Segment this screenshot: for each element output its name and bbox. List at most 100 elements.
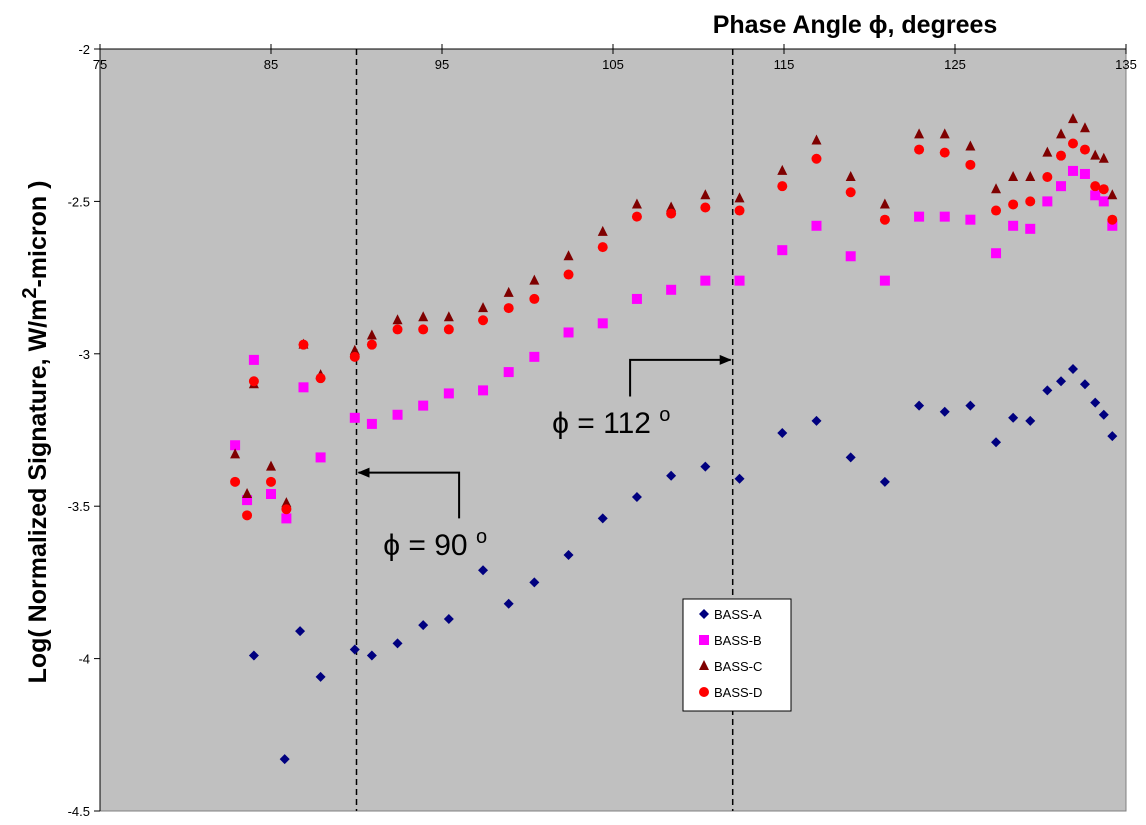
data-point: [295, 626, 306, 637]
x-tick-label: 85: [264, 57, 278, 72]
data-point: [366, 650, 377, 661]
data-point: [503, 367, 514, 378]
legend-marker: [699, 609, 709, 619]
data-point: [529, 351, 540, 362]
data-point: [248, 354, 259, 365]
data-point: [366, 339, 377, 350]
data-point: [991, 437, 1002, 448]
data-point: [230, 448, 241, 459]
data-point: [965, 214, 976, 225]
data-point: [266, 460, 276, 471]
annotation-arrow: [357, 467, 461, 519]
data-point: [991, 183, 1002, 194]
legend-item: BASS-C: [699, 659, 762, 674]
legend-label: BASS-B: [714, 633, 762, 648]
data-point: [811, 134, 822, 145]
annotation-label: ϕ = 112 o: [552, 404, 670, 440]
data-point: [811, 153, 822, 164]
data-point: [478, 315, 489, 326]
data-point: [700, 189, 711, 200]
data-point: [1107, 431, 1118, 442]
data-point: [845, 251, 856, 262]
data-point: [939, 147, 950, 158]
data-point: [478, 385, 489, 396]
data-point: [1067, 364, 1078, 375]
data-point: [366, 418, 377, 429]
data-point: [366, 329, 377, 340]
data-point: [631, 492, 642, 503]
data-point: [392, 324, 403, 335]
data-point: [1067, 113, 1078, 124]
y-tick-label: -4.5: [68, 804, 90, 819]
legend-label: BASS-A: [714, 607, 762, 622]
data-point: [242, 495, 253, 506]
x-tick-label: 125: [944, 57, 966, 72]
data-point: [734, 192, 745, 203]
data-point: [1098, 409, 1109, 420]
data-point: [529, 274, 540, 285]
data-point: [1008, 171, 1019, 182]
data-point: [563, 549, 574, 560]
legend-item: BASS-D: [699, 685, 762, 700]
data-point: [1025, 415, 1036, 426]
data-point: [939, 406, 950, 417]
data-point: [1067, 165, 1078, 176]
data-point: [315, 671, 326, 682]
data-point: [1079, 122, 1090, 133]
series-bass-a: [248, 364, 1118, 765]
data-point: [666, 208, 677, 219]
data-point: [991, 205, 1002, 216]
data-point: [939, 128, 950, 139]
data-point: [777, 245, 788, 256]
data-point: [279, 754, 290, 765]
data-point: [230, 440, 241, 451]
annotation-arrow: [629, 354, 732, 397]
y-tick-label: -3.5: [68, 499, 90, 514]
data-point: [1008, 220, 1019, 231]
data-point: [266, 489, 276, 500]
data-point: [1042, 172, 1053, 183]
data-point: [315, 373, 326, 384]
data-point: [965, 159, 976, 170]
legend-marker: [699, 687, 709, 697]
data-point: [734, 473, 745, 484]
data-point: [1107, 214, 1118, 225]
data-point: [700, 202, 711, 213]
annotation-1: ϕ = 112 o: [552, 354, 732, 440]
data-point: [563, 250, 574, 261]
data-point: [349, 344, 360, 355]
data-point: [631, 198, 642, 209]
x-tick-label: 115: [774, 57, 795, 72]
data-point: [965, 140, 976, 151]
data-point: [879, 198, 890, 209]
data-point: [529, 293, 540, 304]
data-point: [349, 644, 360, 655]
data-point: [597, 225, 608, 236]
data-point: [248, 376, 259, 387]
x-tick-label: 135: [1115, 57, 1137, 72]
data-point: [1090, 149, 1101, 160]
legend-item: BASS-B: [699, 633, 762, 648]
data-point: [478, 302, 489, 313]
data-point: [443, 311, 454, 322]
data-point: [991, 248, 1002, 259]
data-point: [914, 144, 925, 155]
data-point: [914, 400, 925, 411]
legend-marker: [699, 635, 709, 645]
x-tick-label: 75: [93, 57, 107, 72]
data-point: [1107, 189, 1118, 200]
data-point: [478, 565, 489, 576]
data-point: [563, 327, 574, 338]
data-point: [1025, 196, 1036, 207]
x-tick-label: 105: [602, 57, 624, 72]
data-point: [1042, 385, 1053, 396]
axes: 75 85 95 105 115 125 135 -2 -2.5 -3 -3.5 -4 -4.5: [68, 42, 1137, 819]
data-point: [563, 269, 574, 280]
x-tick-label: 95: [435, 57, 449, 72]
data-point: [392, 638, 403, 649]
data-point: [1042, 196, 1053, 207]
data-point: [315, 452, 326, 463]
series-bass-b: [230, 165, 1118, 524]
series-bass-c: [230, 113, 1118, 508]
data-point: [666, 201, 677, 212]
